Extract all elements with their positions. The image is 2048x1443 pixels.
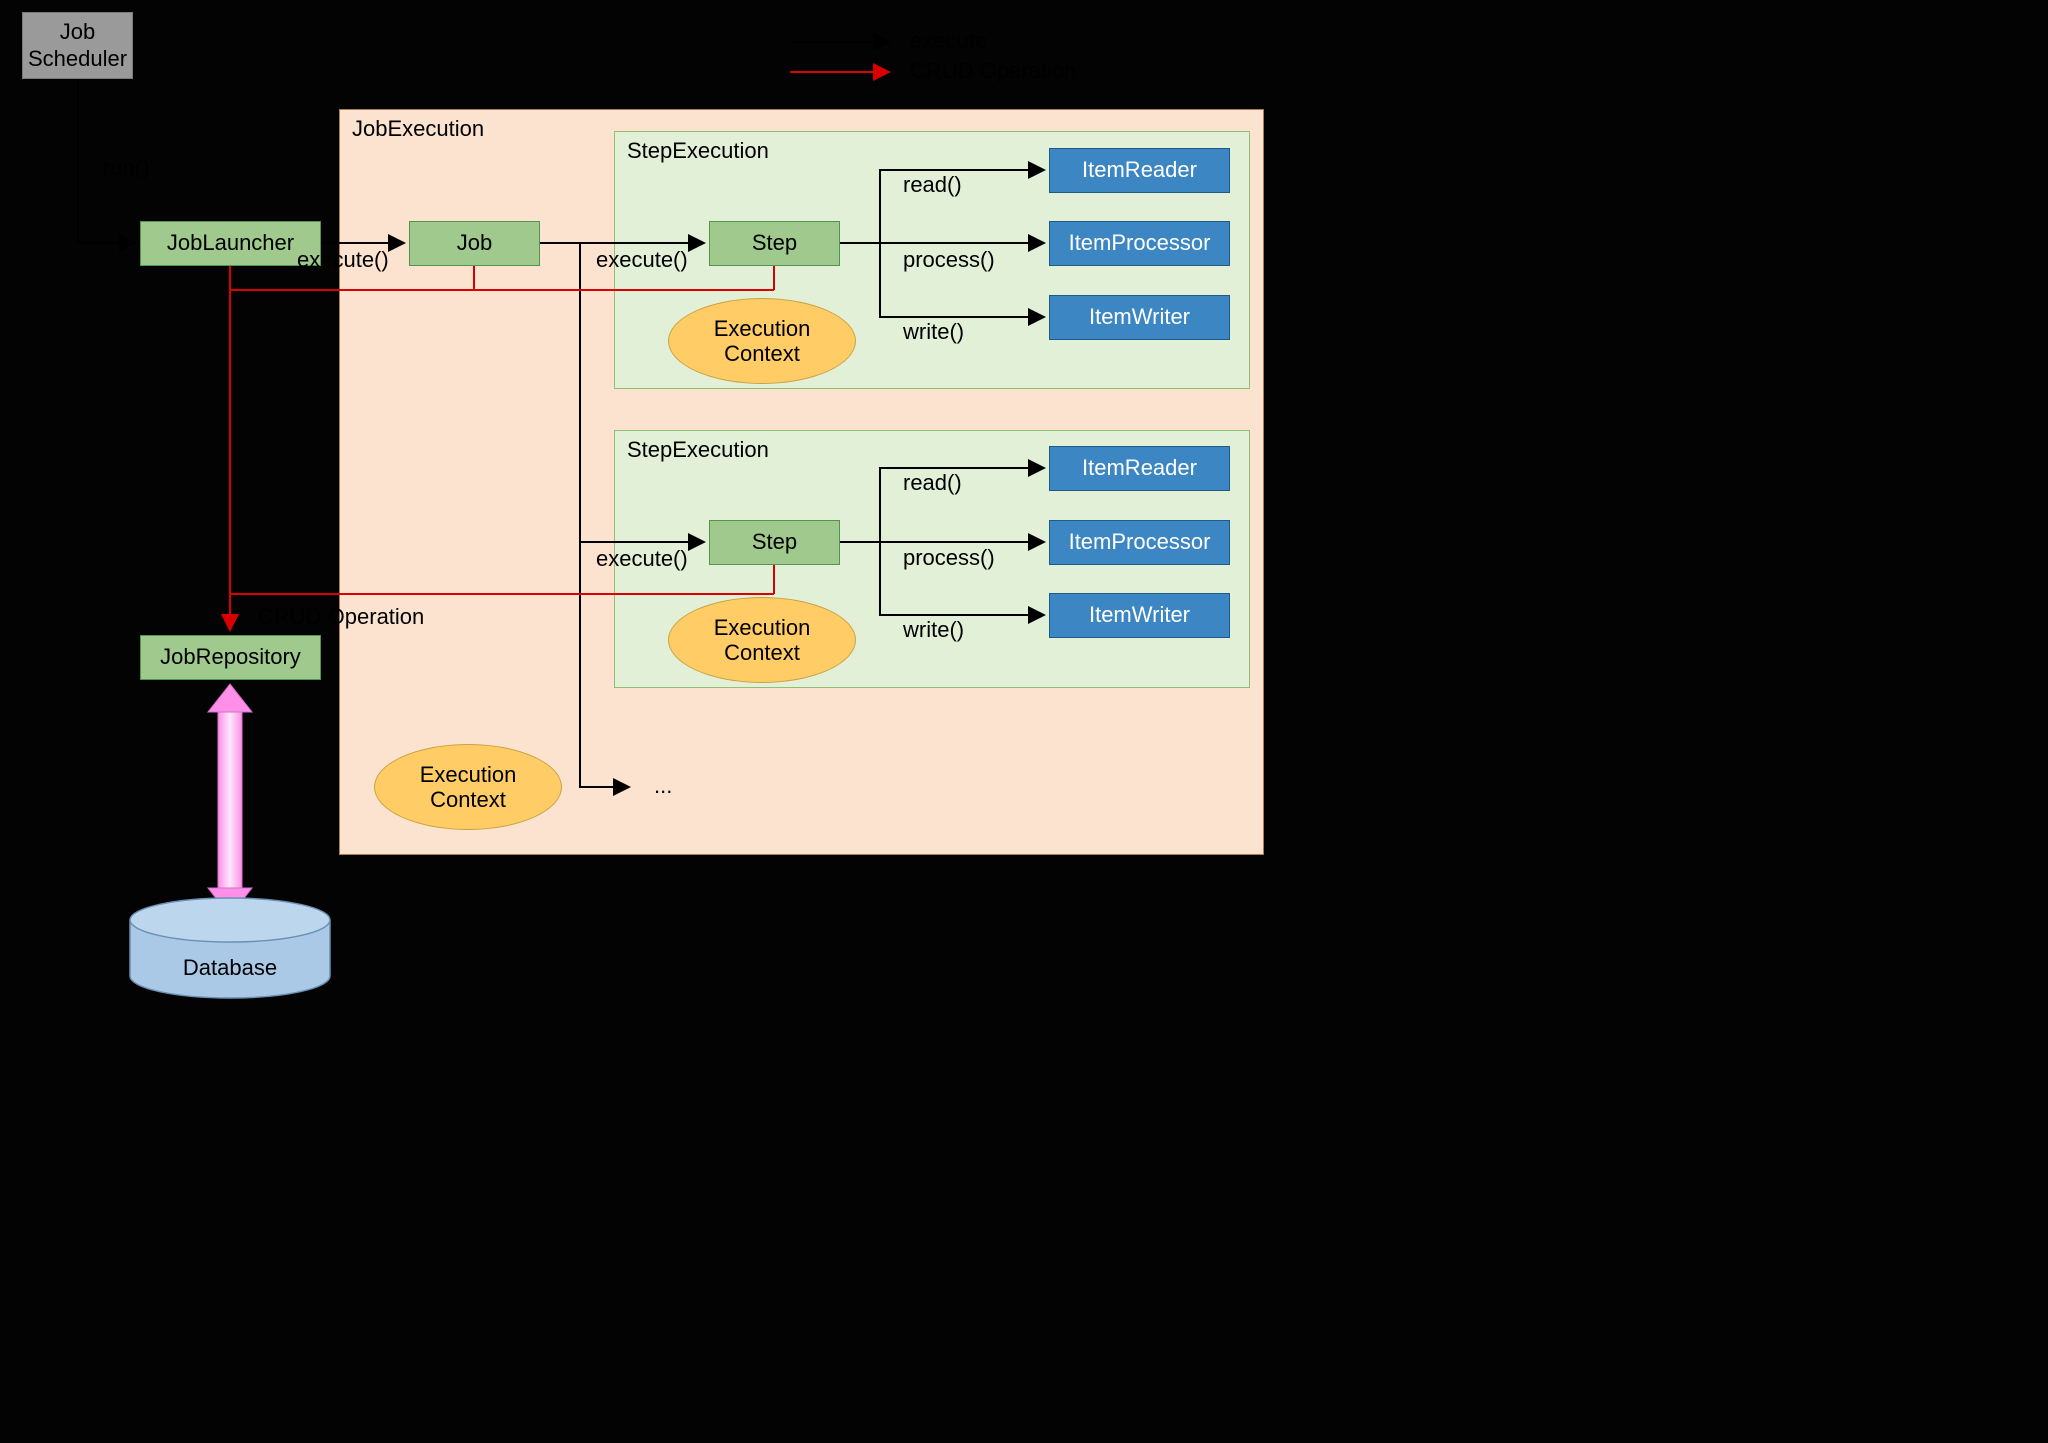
- label-crud-operation: CRUD Operation: [258, 604, 424, 630]
- label-ellipsis: ...: [654, 773, 672, 799]
- label-execute-1: execute(): [297, 247, 389, 273]
- node-job-launcher: JobLauncher: [140, 221, 321, 266]
- node-job: Job: [409, 221, 540, 266]
- label-process-2: process(): [903, 545, 995, 571]
- node-database-label: Database: [183, 955, 277, 980]
- node-item-writer-2: ItemWriter: [1049, 593, 1230, 638]
- panel-label-job-execution: JobExecution: [352, 116, 484, 142]
- node-step-1: Step: [709, 221, 840, 266]
- node-item-processor-2: ItemProcessor: [1049, 520, 1230, 565]
- node-item-reader-2: ItemReader: [1049, 446, 1230, 491]
- legend-crud-text: CRUD Operation: [910, 58, 1076, 84]
- node-item-processor-1: ItemProcessor: [1049, 221, 1230, 266]
- panel-label-step-execution-1: StepExecution: [627, 138, 769, 164]
- label-run: run(): [103, 155, 149, 181]
- node-job-scheduler: Job Scheduler: [22, 12, 133, 79]
- node-job-repository: JobRepository: [140, 635, 321, 680]
- label-write-1: write(): [903, 319, 964, 345]
- ellipse-execution-context-step-1: Execution Context: [668, 298, 856, 384]
- diagram-stage: JobExecution StepExecution StepExecution…: [0, 0, 1507, 1061]
- node-item-reader-1: ItemReader: [1049, 148, 1230, 193]
- label-read-1: read(): [903, 172, 962, 198]
- label-execute-2: execute(): [596, 247, 688, 273]
- panel-label-step-execution-2: StepExecution: [627, 437, 769, 463]
- label-execute-3: execute(): [596, 546, 688, 572]
- link-repository-database: [208, 684, 252, 916]
- node-step-2: Step: [709, 520, 840, 565]
- label-read-2: read(): [903, 470, 962, 496]
- node-item-writer-1: ItemWriter: [1049, 295, 1230, 340]
- ellipse-execution-context-step-2: Execution Context: [668, 597, 856, 683]
- label-write-2: write(): [903, 617, 964, 643]
- ellipse-execution-context-job: Execution Context: [374, 744, 562, 830]
- node-database: Database: [130, 898, 330, 998]
- label-process-1: process(): [903, 247, 995, 273]
- legend-execute-text: execute: [910, 28, 987, 54]
